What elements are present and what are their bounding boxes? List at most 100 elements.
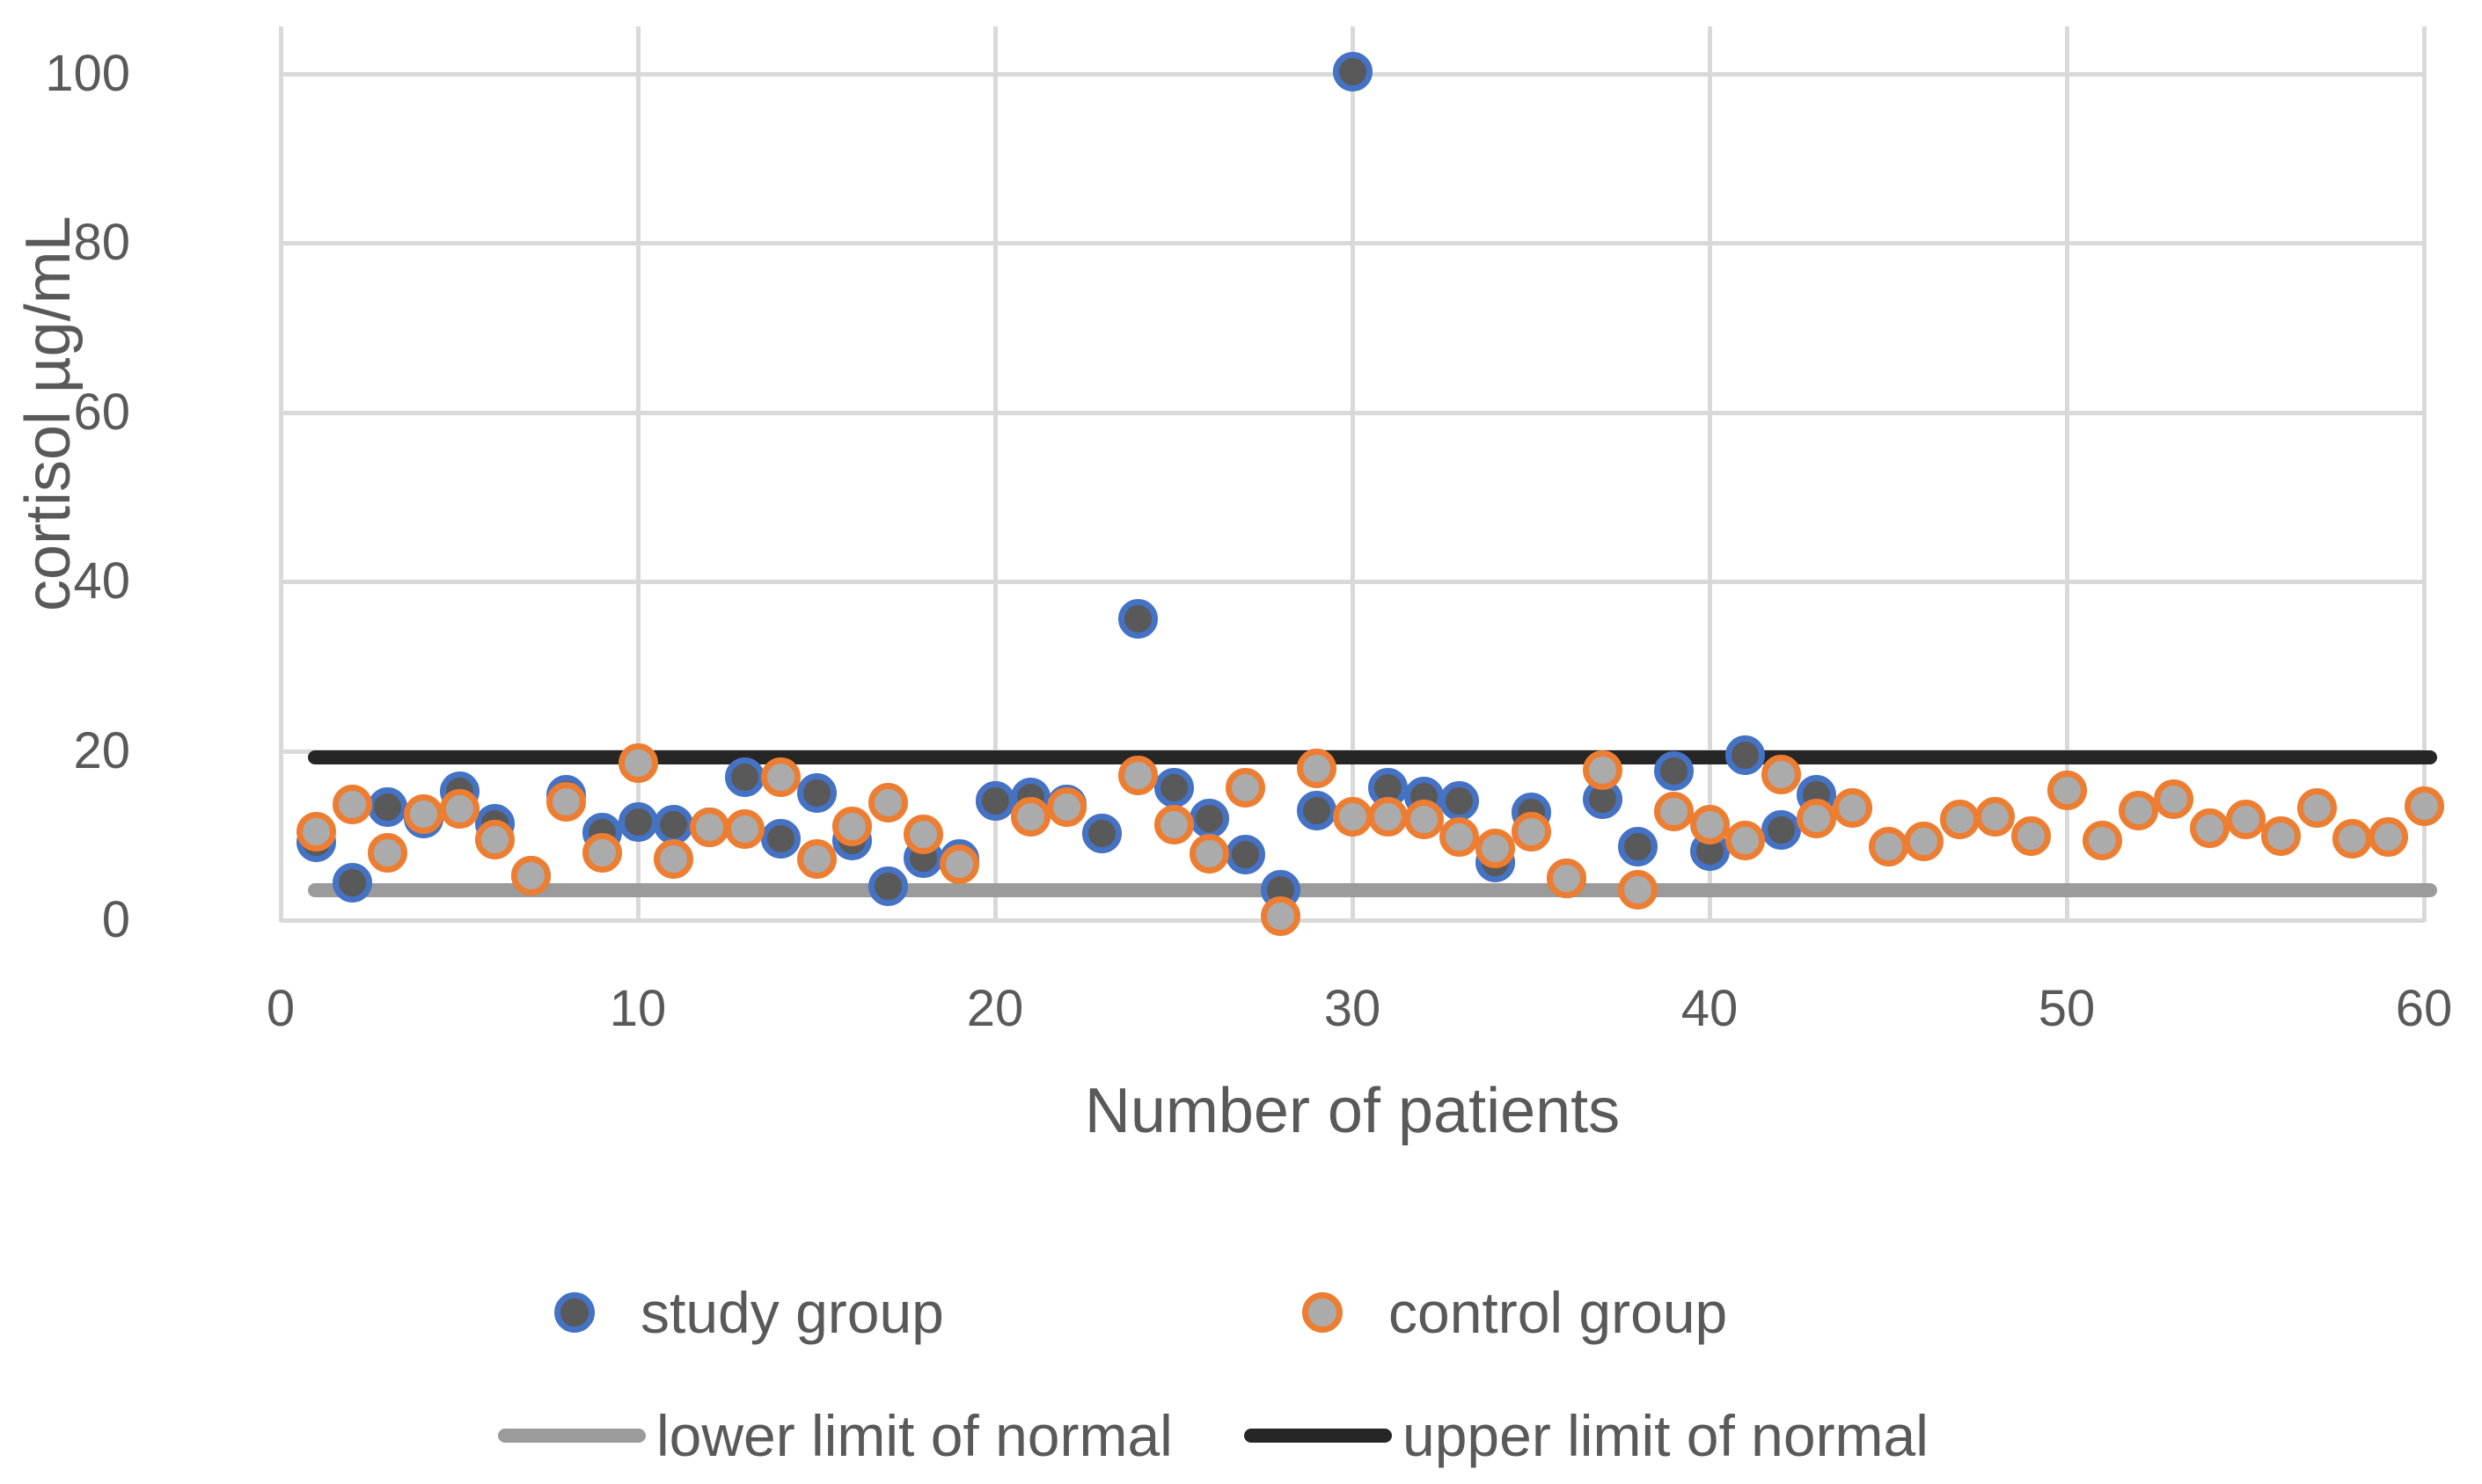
data-point-control bbox=[1868, 826, 1908, 866]
y-gridline bbox=[281, 580, 2424, 584]
x-tick-label: 0 bbox=[266, 980, 296, 1037]
data-point-control bbox=[1117, 755, 1158, 795]
data-point-control bbox=[1368, 797, 1409, 837]
lower-limit-line-icon bbox=[498, 1429, 646, 1443]
legend-item-study: study group bbox=[554, 1272, 944, 1353]
x-gridline bbox=[2065, 26, 2069, 922]
data-point-control bbox=[1261, 896, 1301, 936]
x-gridline bbox=[1351, 26, 1355, 922]
data-point-control bbox=[2083, 821, 2123, 861]
data-point-control bbox=[1011, 797, 1051, 837]
data-point-control bbox=[1618, 869, 1658, 910]
data-point-control bbox=[1653, 792, 1694, 832]
y-tick-label: 80 bbox=[73, 214, 130, 271]
data-point-control bbox=[2332, 819, 2373, 859]
data-point-control bbox=[332, 784, 372, 824]
x-gridline bbox=[1708, 26, 1712, 922]
y-tick-label: 0 bbox=[101, 891, 130, 948]
data-point-control bbox=[2118, 791, 2158, 831]
control-group-marker-icon bbox=[1302, 1292, 1343, 1333]
x-gridline bbox=[279, 26, 283, 922]
data-point-control bbox=[1511, 812, 1551, 852]
legend-label-control: control group bbox=[1388, 1280, 1728, 1345]
data-point-control bbox=[654, 839, 694, 880]
data-point-control bbox=[1689, 804, 1730, 844]
data-point-study bbox=[975, 780, 1015, 821]
y-gridline bbox=[281, 410, 2424, 415]
data-point-control bbox=[510, 856, 551, 896]
legend-label-lower-limit: lower limit of normal bbox=[656, 1403, 1173, 1468]
data-point-control bbox=[1904, 821, 1944, 861]
data-point-control bbox=[2261, 816, 2302, 857]
data-point-control bbox=[475, 820, 516, 860]
data-point-study bbox=[725, 757, 765, 797]
data-point-study bbox=[1082, 814, 1123, 854]
upper-limit-line bbox=[308, 750, 2437, 765]
x-gridline bbox=[993, 26, 998, 922]
y-tick-label: 60 bbox=[73, 383, 130, 441]
x-gridline bbox=[2422, 26, 2427, 922]
data-point-control bbox=[2189, 808, 2229, 848]
data-point-study bbox=[1618, 826, 1658, 866]
y-axis-title: cortisol µg/mL bbox=[13, 216, 84, 611]
data-point-study bbox=[1332, 52, 1373, 92]
data-point-control bbox=[939, 844, 979, 884]
data-point-control bbox=[582, 833, 622, 874]
data-point-study bbox=[796, 773, 837, 814]
data-point-control bbox=[2368, 817, 2408, 858]
data-point-control bbox=[1797, 799, 1837, 838]
y-tick-label: 100 bbox=[45, 44, 130, 102]
data-point-control bbox=[1439, 817, 1480, 858]
data-point-study bbox=[332, 863, 372, 903]
data-point-control bbox=[2046, 771, 2087, 811]
data-point-control bbox=[2404, 786, 2444, 826]
data-point-control bbox=[868, 782, 908, 822]
data-point-study bbox=[1653, 751, 1694, 792]
data-point-study bbox=[618, 801, 658, 842]
data-point-study bbox=[1761, 810, 1801, 851]
data-point-control bbox=[1225, 768, 1265, 808]
data-point-control bbox=[1332, 797, 1373, 837]
data-point-control bbox=[1046, 786, 1087, 827]
data-point-control bbox=[1939, 799, 1980, 839]
data-point-study bbox=[1225, 835, 1265, 875]
upper-limit-line-icon bbox=[1244, 1429, 1392, 1443]
data-point-control bbox=[1725, 821, 1766, 861]
study-group-marker-icon bbox=[554, 1292, 595, 1333]
data-point-control bbox=[297, 812, 337, 852]
data-point-control bbox=[1403, 799, 1444, 839]
data-point-control bbox=[1832, 788, 1872, 829]
x-tick-label: 20 bbox=[966, 980, 1024, 1037]
data-point-control bbox=[439, 789, 480, 830]
data-point-control bbox=[1547, 859, 1587, 899]
data-point-study bbox=[1439, 780, 1480, 821]
legend-item-control: control group bbox=[1302, 1272, 1727, 1353]
data-point-control bbox=[2296, 788, 2337, 829]
x-tick-label: 50 bbox=[2038, 980, 2096, 1037]
data-point-study bbox=[1153, 768, 1194, 808]
data-point-study bbox=[868, 866, 908, 906]
data-point-control bbox=[403, 794, 443, 835]
data-point-control bbox=[2225, 799, 2266, 839]
legend-label-upper-limit: upper limit of normal bbox=[1402, 1403, 1929, 1468]
data-point-control bbox=[368, 832, 408, 873]
y-tick-label: 20 bbox=[73, 721, 130, 779]
y-tick-label: 40 bbox=[73, 552, 130, 610]
data-point-control bbox=[689, 807, 729, 847]
legend-label-study: study group bbox=[641, 1280, 944, 1345]
data-point-study bbox=[1190, 799, 1230, 838]
data-point-control bbox=[1475, 828, 1515, 868]
x-tick-label: 60 bbox=[2395, 980, 2453, 1037]
data-point-control bbox=[725, 808, 765, 849]
data-point-study bbox=[1117, 598, 1158, 639]
lower-limit-line bbox=[308, 883, 2437, 898]
y-gridline bbox=[281, 241, 2424, 245]
data-point-control bbox=[618, 743, 658, 784]
x-axis-title: Number of patients bbox=[1084, 1076, 1621, 1146]
data-point-control bbox=[904, 815, 944, 855]
data-point-control bbox=[1582, 750, 1622, 791]
x-gridline bbox=[636, 26, 641, 922]
data-point-study bbox=[654, 804, 694, 844]
data-point-study bbox=[760, 819, 801, 859]
